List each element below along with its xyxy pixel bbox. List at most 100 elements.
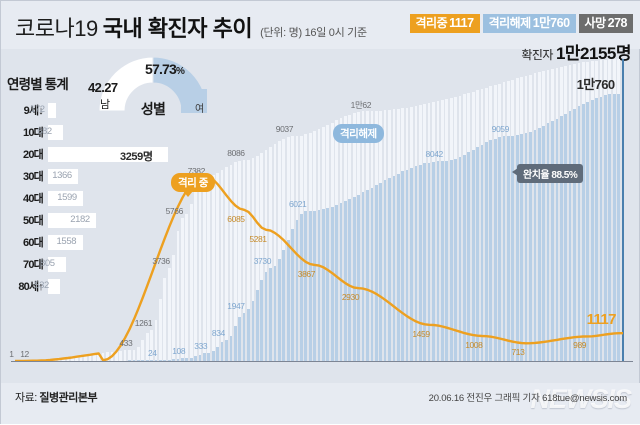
bar-released-segment bbox=[230, 336, 233, 361]
label-released-2: 333 bbox=[194, 341, 207, 351]
bar-released-segment bbox=[472, 150, 475, 361]
bar-confirmed-segment bbox=[137, 347, 140, 361]
bar-released-segment bbox=[432, 162, 435, 361]
age-bar-wrap: 2182 bbox=[48, 213, 123, 228]
age-row-label: 30대 bbox=[5, 168, 43, 184]
bar-confirmed-segment bbox=[159, 299, 162, 361]
chart-bar bbox=[331, 49, 334, 361]
chart-bar bbox=[520, 49, 523, 361]
bar-released-segment bbox=[459, 157, 462, 361]
chart-bar bbox=[450, 49, 453, 361]
chart-bar bbox=[348, 49, 351, 361]
chart-bar bbox=[344, 49, 347, 361]
age-row-value: 1599 bbox=[57, 192, 77, 203]
callout-recovery-rate: 완치율 88.5% bbox=[517, 164, 583, 183]
label-isolation-current: 1117 bbox=[587, 311, 616, 328]
bar-released-segment bbox=[278, 259, 281, 361]
bar-released-segment bbox=[560, 116, 563, 361]
page-title-strong: 국내 확진자 추이 bbox=[103, 11, 252, 43]
bar-released-segment bbox=[348, 199, 351, 361]
label-released-0: 24 bbox=[148, 348, 157, 358]
bar-released-segment bbox=[269, 268, 272, 361]
label-confirmed-0: 1 bbox=[9, 349, 13, 359]
chart-bar bbox=[260, 49, 263, 361]
label-confirmed-2: 433 bbox=[119, 338, 132, 348]
bar-released-segment bbox=[384, 180, 387, 361]
age-row-value: 2182 bbox=[70, 214, 90, 225]
bar-confirmed-segment bbox=[203, 178, 206, 361]
bar-released-segment bbox=[357, 195, 360, 361]
chart-bar bbox=[269, 49, 272, 361]
chart-bar bbox=[393, 49, 396, 361]
bar-released-segment bbox=[322, 209, 325, 361]
bar-released-segment bbox=[362, 192, 365, 361]
bar-released-segment bbox=[326, 208, 329, 361]
bar-confirmed-segment bbox=[124, 350, 127, 361]
label-isolation-4: 2930 bbox=[342, 292, 359, 302]
bar-released-segment bbox=[234, 326, 237, 361]
callout-release: 격리해제 bbox=[333, 124, 384, 143]
bar-confirmed-segment bbox=[185, 214, 188, 361]
chart-bar bbox=[366, 49, 369, 361]
bar-released-segment bbox=[243, 313, 246, 361]
age-row: 80세↑532 bbox=[5, 275, 123, 297]
label-confirmed-8: 9037 bbox=[276, 124, 293, 134]
age-bar-wrap: 805 bbox=[48, 257, 123, 272]
bar-released-segment bbox=[256, 290, 259, 361]
source-credit: 자료: 질병관리본부 bbox=[15, 389, 97, 405]
bar-released-segment bbox=[379, 183, 382, 361]
bar-released-segment bbox=[375, 185, 378, 361]
page-subtitle: (단위: 명) 16일 0시 기준 bbox=[260, 24, 367, 40]
chart-bar bbox=[516, 49, 519, 361]
bar-released-segment bbox=[582, 104, 585, 361]
label-isolation-2: 5281 bbox=[249, 234, 266, 244]
chart-bar bbox=[511, 49, 514, 361]
bar-released-segment bbox=[542, 126, 545, 361]
bar-released-segment bbox=[318, 210, 321, 361]
age-row-value: 805 bbox=[40, 258, 55, 269]
bar-released-segment bbox=[335, 205, 338, 361]
bar-released-segment bbox=[551, 121, 554, 361]
gender-donut-chart: 57.73% 42.27 남 여 성별 bbox=[87, 45, 219, 119]
chart-bar bbox=[362, 49, 365, 361]
bar-released-segment bbox=[450, 160, 453, 361]
chart-bar bbox=[238, 49, 241, 361]
chart-bar bbox=[617, 49, 620, 361]
chart-bar bbox=[234, 49, 237, 361]
label-isolation-5: 1459 bbox=[412, 329, 429, 339]
chart-bar bbox=[445, 49, 448, 361]
bar-confirmed-segment bbox=[199, 182, 202, 361]
chart-bar bbox=[423, 49, 426, 361]
source-label: 자료: bbox=[15, 392, 37, 404]
label-confirmed-9: 1만62 bbox=[351, 99, 371, 111]
bar-released-segment bbox=[481, 145, 484, 361]
age-row-value: 1558 bbox=[57, 236, 77, 247]
bar-released-segment bbox=[463, 155, 466, 361]
chart-bar bbox=[375, 49, 378, 361]
chart-bar bbox=[230, 49, 233, 361]
bar-released-segment bbox=[406, 170, 409, 362]
bar-confirmed-segment bbox=[190, 204, 193, 361]
bar-released-segment bbox=[282, 250, 285, 361]
age-bar bbox=[48, 279, 60, 294]
bar-released-segment bbox=[300, 214, 303, 361]
label-isolation-6: 1008 bbox=[465, 340, 482, 350]
label-isolation-8: 989 bbox=[573, 340, 586, 350]
gender-male-pct: 42.27 bbox=[88, 80, 118, 95]
label-released-total: 1만760 bbox=[577, 74, 615, 93]
age-row-value: 1366 bbox=[52, 170, 72, 181]
age-row-value: 532 bbox=[34, 280, 49, 291]
bar-confirmed-segment bbox=[141, 340, 144, 361]
chart-bar bbox=[318, 49, 321, 361]
chart-bar bbox=[225, 49, 228, 361]
chart-bar bbox=[463, 49, 466, 361]
bar-confirmed-segment bbox=[225, 167, 228, 361]
bar-released-segment bbox=[388, 178, 391, 361]
age-bar-wrap: 1599 bbox=[48, 191, 123, 206]
bar-released-segment bbox=[547, 123, 550, 361]
